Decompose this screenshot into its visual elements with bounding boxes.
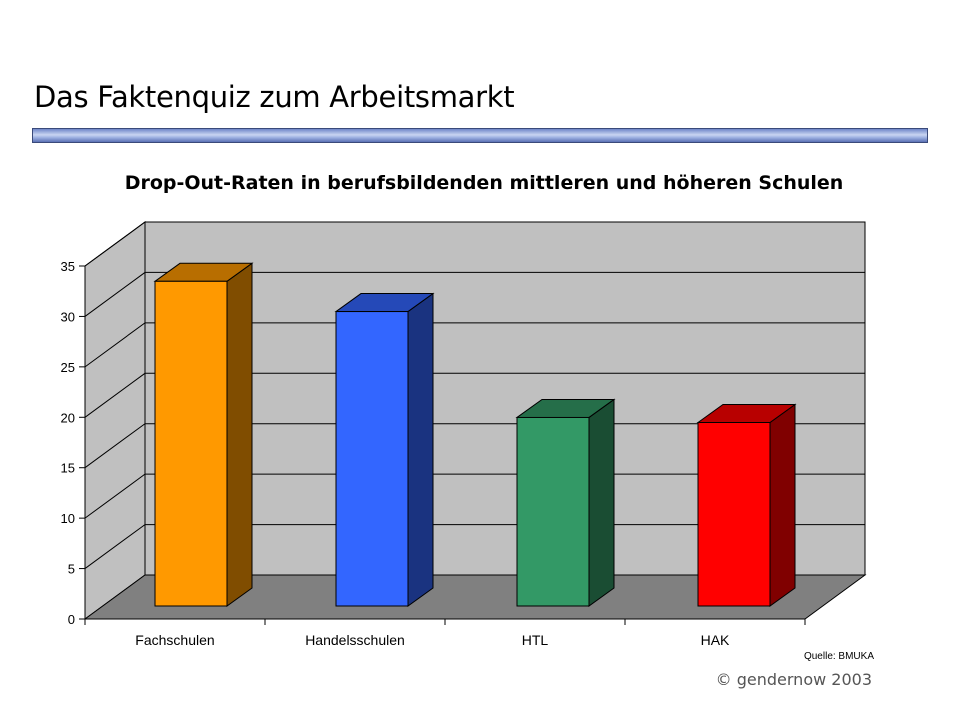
x-tick-label: HTL bbox=[522, 632, 549, 648]
bar-hak bbox=[696, 403, 797, 607]
bar-handelsschulen bbox=[334, 292, 435, 607]
y-axis-ticks: 0 5 10 15 20 25 30 35 bbox=[61, 259, 85, 627]
source-note: Quelle: BMUKA bbox=[803, 651, 874, 662]
x-tick-label: Fachschulen bbox=[135, 632, 214, 648]
slide-title: Das Faktenquiz zum Arbeitsmarkt bbox=[34, 80, 515, 114]
gridline bbox=[84, 524, 865, 569]
gridline bbox=[84, 221, 865, 267]
chart-side-wall bbox=[84, 221, 146, 620]
y-tick-label: 20 bbox=[61, 410, 75, 425]
x-tick-label: Handelsschulen bbox=[305, 632, 405, 648]
title-underline-bar bbox=[32, 128, 928, 143]
copyright-note: © gendernow 2003 bbox=[715, 670, 872, 689]
bars bbox=[153, 262, 797, 607]
y-tick-label: 10 bbox=[61, 511, 75, 526]
y-tick-label: 30 bbox=[61, 309, 75, 324]
bar-front bbox=[697, 422, 771, 607]
bar-front bbox=[335, 311, 409, 607]
bar-side bbox=[407, 292, 434, 607]
gridline bbox=[84, 271, 865, 317]
bar-side bbox=[226, 262, 253, 607]
x-tick-label: HAK bbox=[701, 632, 730, 648]
y-tick-label: 25 bbox=[61, 360, 75, 375]
bar-side bbox=[769, 403, 796, 607]
y-tick-label: 0 bbox=[68, 612, 75, 627]
x-axis-labels: Fachschulen Handelsschulen HTL HAK bbox=[135, 632, 730, 648]
y-tick-label: 35 bbox=[61, 259, 75, 274]
gridline bbox=[84, 322, 865, 368]
gridline bbox=[84, 372, 865, 418]
bar-front bbox=[154, 280, 228, 607]
bar-fachschulen bbox=[153, 262, 254, 607]
gridline bbox=[84, 473, 865, 519]
chart-title: Drop-Out-Raten in berufsbildenden mittle… bbox=[124, 172, 844, 194]
x-axis-ticks bbox=[84, 619, 806, 625]
y-tick-label: 15 bbox=[61, 461, 75, 476]
bar-side bbox=[588, 398, 615, 607]
y-tick-label: 5 bbox=[68, 562, 75, 577]
gridline bbox=[84, 423, 865, 469]
bar-htl bbox=[515, 398, 616, 607]
bar-front bbox=[516, 416, 590, 607]
gridlines bbox=[84, 221, 865, 569]
